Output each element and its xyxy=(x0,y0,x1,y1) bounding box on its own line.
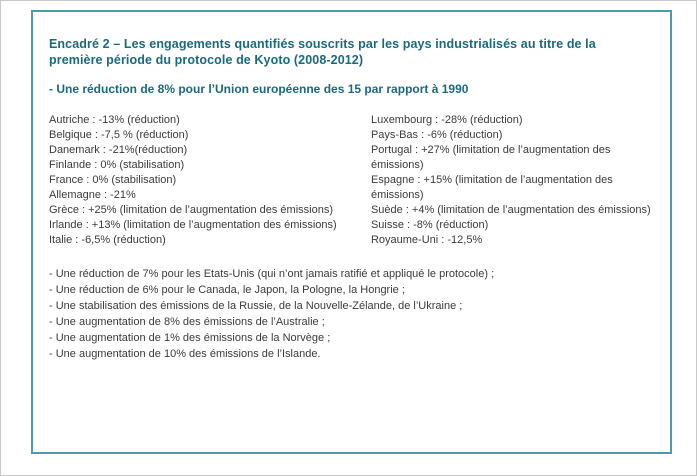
country-line-irlande: Irlande : +13% (limitation de l’augmenta… xyxy=(49,219,337,231)
notes-section: - Une réduction de 7% pour les Etats-Uni… xyxy=(49,266,652,362)
country-column-right: Luxembourg : -28% (réduction) Pays-Bas :… xyxy=(371,113,652,248)
box-title-text: Les engagements quantifiés souscrits par… xyxy=(49,37,596,67)
note-australie: - Une augmentation de 8% des émissions d… xyxy=(49,316,325,328)
box-title: Encadré 2 – Les engagements quantifiés s… xyxy=(49,36,609,68)
box-title-separator: – xyxy=(109,37,124,51)
country-line-royaume-uni: Royaume-Uni : -12,5% xyxy=(370,234,483,246)
country-columns: Autriche : -13% (réduction) Belgique : -… xyxy=(49,113,652,248)
country-line-pays-bas: Pays-Bas : -6% (réduction) xyxy=(370,129,503,141)
note-etats-unis: - Une réduction de 7% pour les Etats-Uni… xyxy=(49,268,495,280)
country-line-belgique: Belgique : -7,5 % (réduction) xyxy=(49,129,189,141)
note-russie: - Une stabilisation des émissions de la … xyxy=(49,300,463,312)
box-title-label: Encadré 2 xyxy=(49,37,110,51)
country-line-france: France : 0% (stabilisation) xyxy=(49,174,177,186)
country-line-finlande: Finlande : 0% (stabilisation) xyxy=(49,159,185,171)
country-column-left: Autriche : -13% (réduction) Belgique : -… xyxy=(49,113,353,248)
country-line-suisse: Suisse : -8% (réduction) xyxy=(370,219,489,231)
note-canada: - Une réduction de 6% pour le Canada, le… xyxy=(49,284,405,296)
country-line-grece: Grèce : +25% (limitation de l’augmentati… xyxy=(49,204,333,216)
country-line-espagne: Espagne : +15% (limitation de l’augmenta… xyxy=(370,174,613,201)
note-norvege: - Une augmentation de 1% des émissions d… xyxy=(49,332,331,344)
encadre-box: Encadré 2 – Les engagements quantifiés s… xyxy=(31,10,672,454)
country-line-luxembourg: Luxembourg : -28% (réduction) xyxy=(370,114,523,126)
country-line-autriche: Autriche : -13% (réduction) xyxy=(49,114,180,126)
note-islande: - Une augmentation de 10% des émissions … xyxy=(49,348,321,360)
country-line-allemagne: Allemagne : -21% xyxy=(49,189,136,201)
country-line-italie: Italie : -6,5% (réduction) xyxy=(49,234,166,246)
box-subtitle: - Une réduction de 8% pour l’Union europ… xyxy=(49,82,469,96)
country-line-portugal: Portugal : +27% (limitation de l’augment… xyxy=(370,144,611,171)
country-line-suede: Suède : +4% (limitation de l’augmentatio… xyxy=(370,204,651,216)
country-line-danemark: Danemark : -21%(réduction) xyxy=(49,144,188,156)
